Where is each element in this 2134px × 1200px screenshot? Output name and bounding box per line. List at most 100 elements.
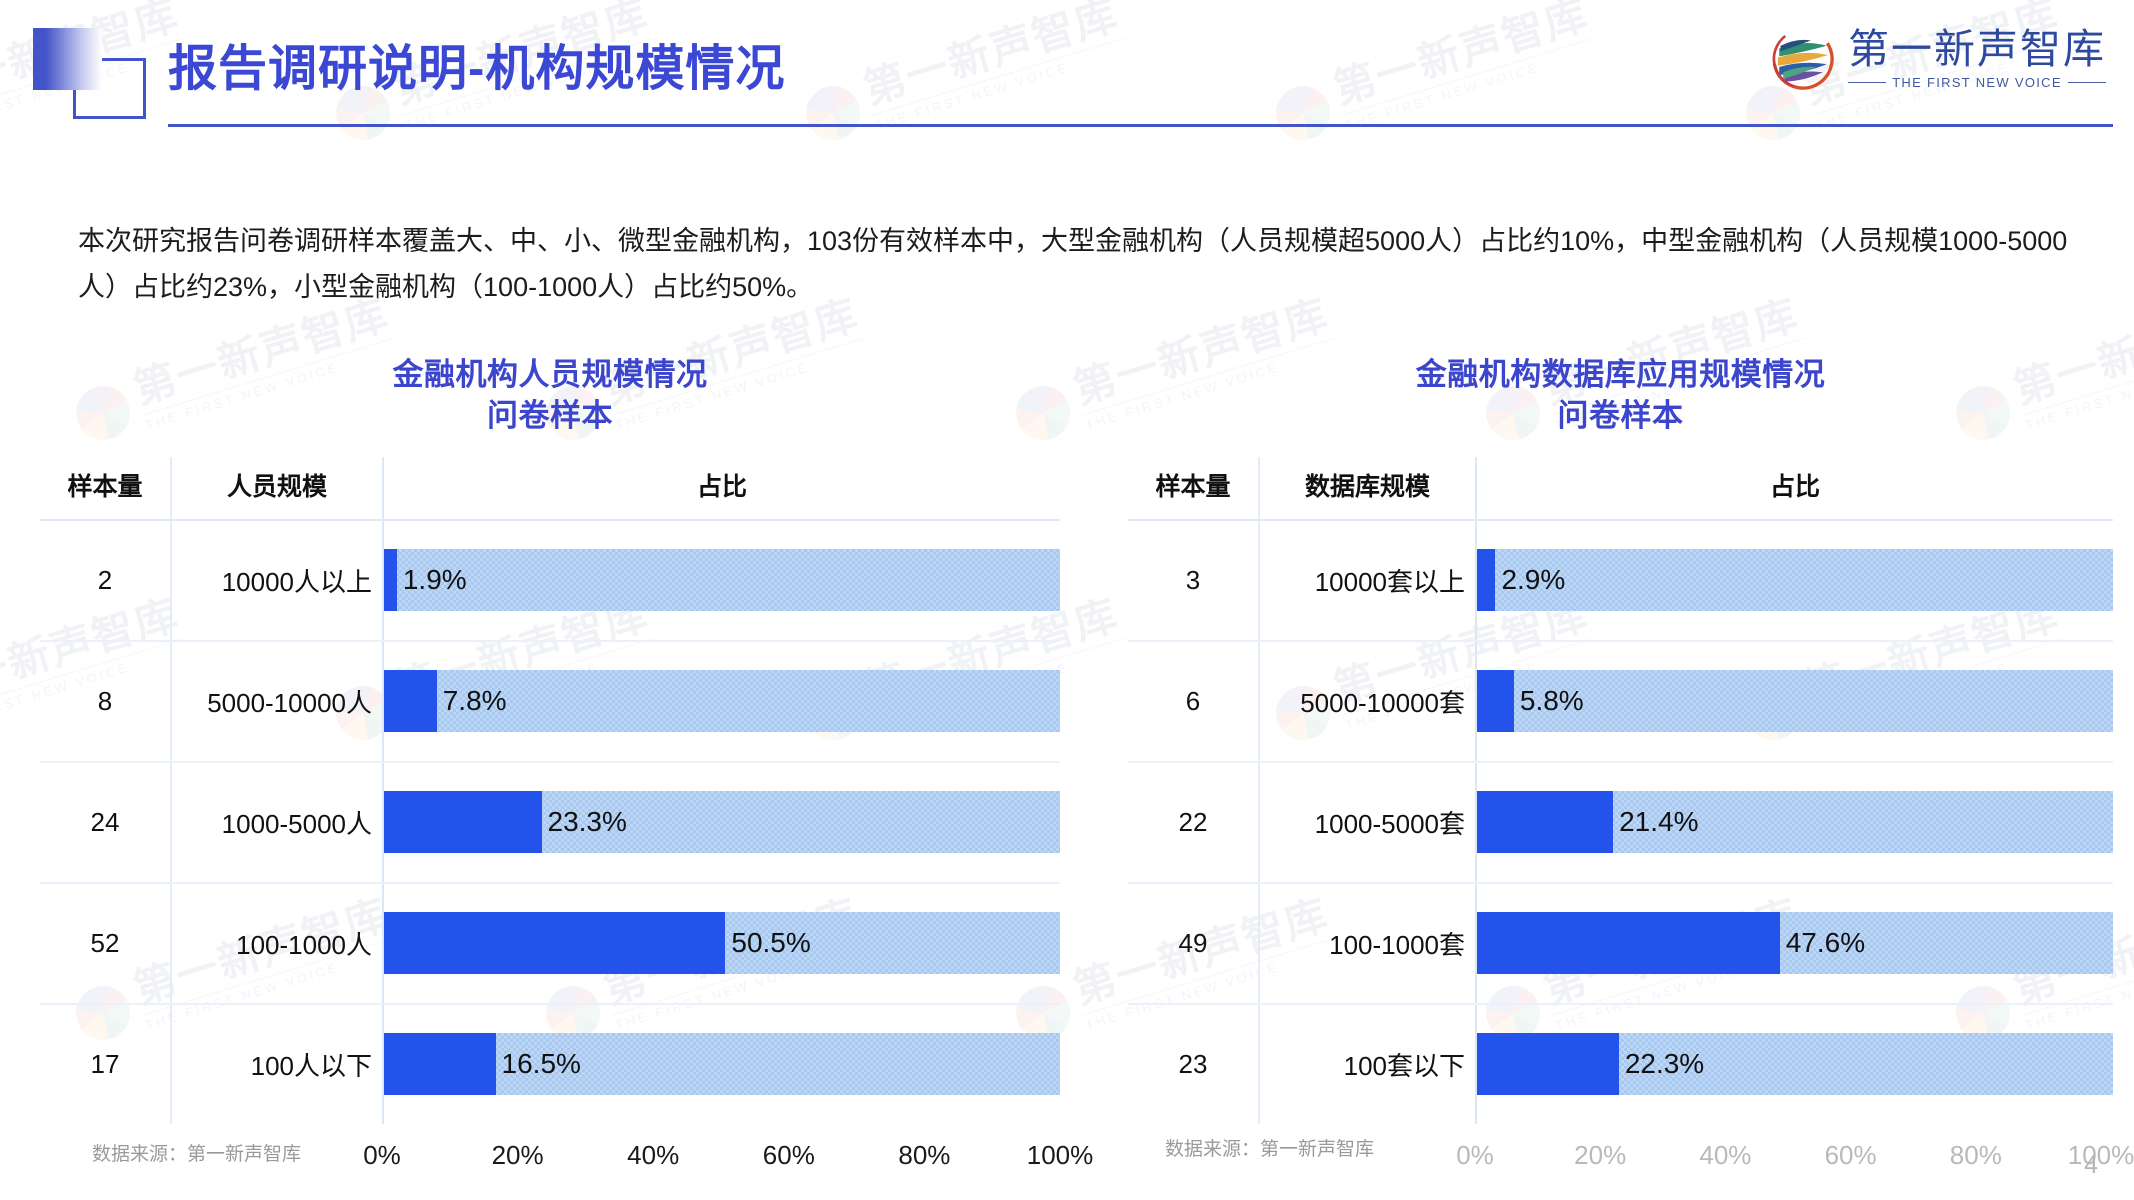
axis-tick-label: 20% [491, 1139, 544, 1170]
bar-fill [384, 791, 542, 854]
table-row: 24 1000-5000人 23.3% [40, 761, 1060, 884]
cell-scale-label: 100套以下 [1259, 1003, 1477, 1124]
bar-fill [384, 1033, 496, 1096]
cell-sample-count: 22 [1128, 761, 1260, 884]
table-row: 6 5000-10000套 5.8% [1128, 640, 2113, 763]
logo-title-cn: 第一新声智库 [1848, 25, 2106, 72]
cell-share-bar: 23.3% [383, 761, 1060, 884]
axis-tick-label: 60% [762, 1139, 815, 1170]
bar-value-label: 22.3% [1624, 1048, 1705, 1080]
bar-fill [1477, 791, 1614, 854]
column-header-count: 样本量 [40, 456, 172, 521]
bar-track: 1.9% [384, 549, 1060, 612]
bar-value-label: 5.8% [1519, 685, 1584, 717]
cell-sample-count: 3 [1128, 519, 1260, 642]
table-row: 8 5000-10000人 7.8% [40, 640, 1060, 763]
axis-tick-label: 60% [1824, 1139, 1877, 1170]
cell-share-bar: 2.9% [1476, 519, 2113, 642]
chart-title: 金融机构数据库应用规模情况 问卷样本 [1128, 355, 2113, 437]
bar-fill [1477, 912, 1780, 975]
axis-tick-label: 100% [1026, 1139, 1094, 1170]
bar-track: 21.4% [1477, 791, 2113, 854]
bar-value-label: 47.6% [1785, 927, 1866, 959]
table-row: 49 100-1000套 47.6% [1128, 882, 2113, 1005]
logo-text-block: 第一新声智库 THE FIRST NEW VOICE [1848, 25, 2107, 90]
bar-track: 16.5% [384, 1033, 1060, 1096]
axis-tick-label: 80% [898, 1139, 951, 1170]
axis-tick-label: 40% [627, 1139, 680, 1170]
cell-scale-label: 5000-10000人 [171, 640, 384, 763]
intro-paragraph: 本次研究报告问卷调研样本覆盖大、中、小、微型金融机构，103份有效样本中，大型金… [78, 226, 2068, 303]
bar-value-label: 23.3% [547, 806, 627, 838]
axis-tick-label: 100% [2067, 1139, 2134, 1170]
table-row: 23 100套以下 22.3% [1128, 1003, 2113, 1124]
cell-sample-count: 52 [40, 882, 172, 1005]
bar-track: 22.3% [1477, 1033, 2113, 1096]
cell-scale-label: 10000人以上 [171, 519, 384, 642]
chart-title-line1: 金融机构人员规模情况 [392, 357, 708, 392]
cell-sample-count: 24 [40, 761, 172, 884]
cell-sample-count: 49 [1128, 882, 1260, 1005]
bar-track: 23.3% [384, 791, 1060, 854]
table-row: 3 10000套以上 2.9% [1128, 519, 2113, 642]
cell-share-bar: 50.5% [383, 882, 1060, 1005]
table-row: 2 10000人以上 1.9% [40, 519, 1060, 642]
logo-rule-left [1848, 82, 1887, 84]
cell-sample-count: 6 [1128, 640, 1260, 763]
page-number: 4 [2084, 1151, 2098, 1179]
bar-fill [1477, 1033, 1619, 1096]
column-header-count: 样本量 [1128, 456, 1260, 521]
charts-area: 金融机构人员规模情况 问卷样本 样本量 人员规模 占比 2 10000人以上 1.9% 8 500… [0, 355, 2134, 1170]
cell-scale-label: 5000-10000套 [1259, 640, 1477, 763]
bar-value-label: 50.5% [731, 927, 811, 959]
column-header-share: 占比 [383, 456, 1060, 521]
axis-tick-label: 0% [1456, 1139, 1494, 1170]
bar-value-label: 7.8% [442, 685, 507, 717]
cell-sample-count: 17 [40, 1003, 172, 1124]
cell-scale-label: 100人以下 [171, 1003, 384, 1124]
source-note-left: 数据来源：第一新声智库 [92, 1144, 302, 1165]
column-header-scale: 人员规模 [171, 456, 384, 521]
x-axis: 0% 20% 40% 60% 80% 100% [40, 1139, 1093, 1186]
cell-sample-count: 23 [1128, 1003, 1260, 1124]
bar-value-label: 2.9% [1501, 564, 1566, 596]
chart-panel-left: 金融机构人员规模情况 问卷样本样本量 人员规模 占比 2 10000人以上 1.9% 8 500… [40, 355, 1093, 1186]
cell-sample-count: 8 [40, 640, 172, 763]
cell-scale-label: 1000-5000套 [1259, 761, 1477, 884]
source-note-right: 数据来源：第一新声智库 [1165, 1139, 1375, 1160]
axis-tick-label: 20% [1574, 1139, 1627, 1170]
title-underline [168, 124, 2113, 127]
chart-title-line2: 问卷样本 [1557, 397, 1684, 433]
cell-share-bar: 22.3% [1476, 1004, 2113, 1124]
cell-share-bar: 21.4% [1476, 761, 2113, 884]
bar-track: 7.8% [384, 670, 1060, 733]
cell-scale-label: 1000-5000人 [171, 761, 384, 884]
cell-share-bar: 1.9% [383, 519, 1060, 642]
bar-value-label: 21.4% [1619, 806, 1699, 838]
table-header-row: 样本量 数据库规模 占比 [1128, 456, 2113, 521]
cell-scale-label: 10000套以上 [1259, 519, 1477, 642]
decoration-gradient-square [33, 28, 102, 90]
brand-logo: 第一新声智库 THE FIRST NEW VOICE [1770, 25, 2107, 92]
bar-value-label: 1.9% [402, 564, 467, 596]
x-axis: 0% 20% 40% 60% 80% 100% [1128, 1139, 2134, 1186]
table-row: 17 100人以下 16.5% [40, 1003, 1060, 1124]
cell-share-bar: 47.6% [1476, 882, 2113, 1005]
bar-fill [384, 912, 726, 975]
header-decoration [33, 28, 148, 119]
bar-track: 2.9% [1477, 549, 2113, 612]
page-title: 报告调研说明-机构规模情况 [168, 42, 786, 96]
bar-fill [1477, 670, 1514, 733]
chart-title-line2: 问卷样本 [487, 397, 613, 433]
bar-track: 47.6% [1477, 912, 2113, 975]
axis-tick-label: 0% [363, 1139, 401, 1170]
table-row: 22 1000-5000套 21.4% [1128, 761, 2113, 884]
chart-panel-right: 金融机构数据库应用规模情况 问卷样本样本量 数据库规模 占比 3 10000套以上 2.9%… [1128, 355, 2134, 1186]
globe-icon [1770, 26, 1836, 92]
slide-header: 报告调研说明-机构规模情况 第一新声智库 THE [0, 0, 2134, 135]
cell-sample-count: 2 [40, 519, 172, 642]
logo-subtitle-wrap: THE FIRST NEW VOICE [1848, 75, 2107, 90]
cell-share-bar: 5.8% [1476, 640, 2113, 763]
bar-fill [384, 670, 437, 733]
column-header-share: 占比 [1476, 456, 2113, 521]
